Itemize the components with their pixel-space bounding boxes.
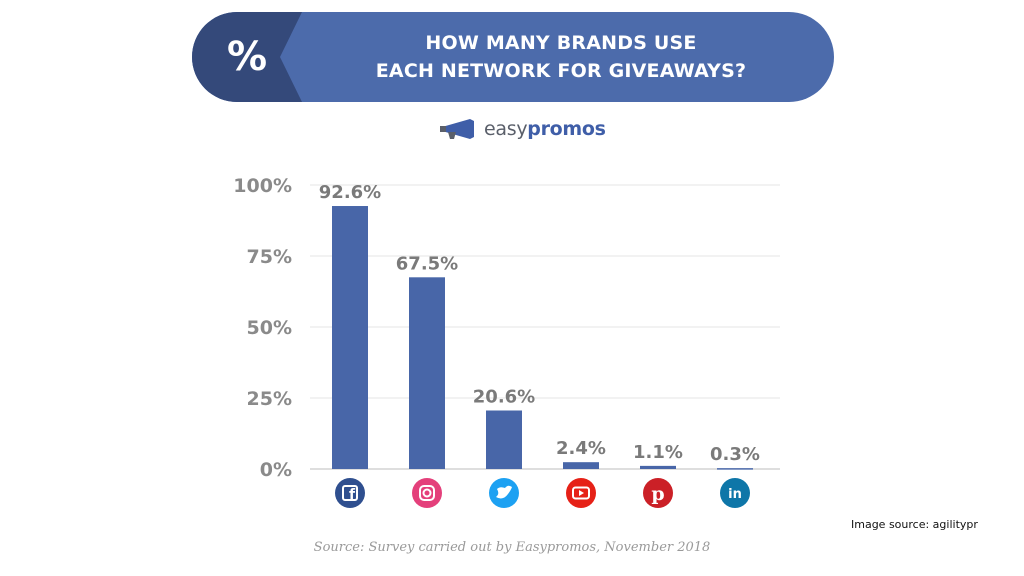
title-banner: % HOW MANY BRANDS USE EACH NETWORK FOR G… [192,12,834,102]
bar [332,206,368,470]
y-tick-label: 0% [260,459,292,481]
bar [640,465,676,469]
y-tick-label: 50% [247,317,292,339]
source-note: Source: Survey carried out by Easypromos… [313,540,711,555]
title-line-2: EACH NETWORK FOR GIVEAWAYS? [375,60,747,82]
linkedin-icon [720,478,750,508]
megaphone-icon [440,119,474,139]
youtube-frame [572,486,590,500]
logo-wordmark: easypromos [484,116,606,142]
bar [563,462,599,469]
image-credit: Image source: agilitypr [851,518,978,531]
logo-text-easy: easy [484,118,528,140]
y-tick-label: 100% [233,175,292,197]
chart-title: HOW MANY BRANDS USE EACH NETWORK FOR GIV… [322,12,800,102]
data-label: 0.3% [710,444,760,465]
data-label: 20.6% [473,386,535,407]
easypromos-logo: easypromos [440,116,606,142]
data-label: 2.4% [556,438,606,459]
instagram-frame [419,485,435,501]
bar [486,410,522,469]
title-line-1: HOW MANY BRANDS USE [425,32,697,54]
pinterest-glyph: p [651,483,664,505]
percent-icon: % [226,34,268,80]
facebook-icon [335,478,365,508]
youtube-play [579,490,584,496]
y-tick-label: 25% [247,388,292,410]
facebook-frame [342,485,358,501]
twitter-bird [496,485,512,499]
facebook-glyph: f [349,487,356,503]
data-label: 92.6% [319,182,381,203]
bar [717,468,753,470]
banner-shape [192,12,834,102]
data-label: 67.5% [396,253,458,274]
pinterest-icon [643,478,673,508]
linkedin-glyph: in [728,487,742,502]
instagram-icon [412,478,442,508]
instagram-lens [422,488,432,498]
bar [409,277,445,469]
logo-text-promos: promos [527,118,606,140]
data-label: 1.1% [633,442,683,463]
y-tick-label: 75% [247,246,292,268]
